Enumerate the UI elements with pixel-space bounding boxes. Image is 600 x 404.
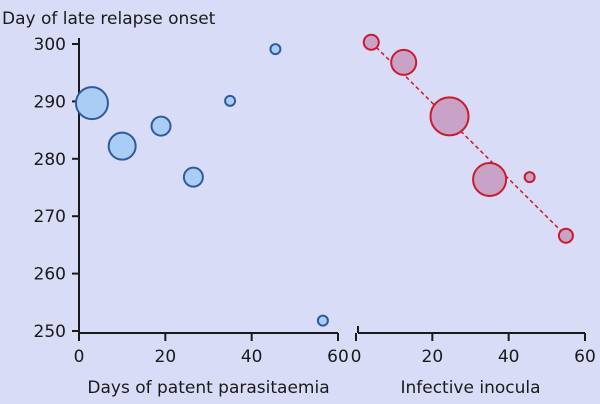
x-tick-label: 60	[574, 347, 596, 367]
data-point	[224, 94, 237, 107]
data-point	[362, 33, 380, 51]
data-point	[182, 166, 204, 188]
x-tick-label: 0	[351, 347, 362, 367]
x-tick-label: 40	[241, 347, 263, 367]
data-point	[150, 115, 172, 137]
panel-days-of-patent-parasitaemia: 0 20 40 60 Days of patent parasitaemia	[74, 43, 349, 398]
data-point	[74, 86, 109, 121]
data-point	[472, 161, 508, 197]
y-tick-label: 280	[34, 150, 66, 170]
x-tick-label: 40	[498, 347, 520, 367]
y-tick-label: 290	[34, 92, 66, 112]
data-point	[107, 131, 137, 161]
x-tick-label: 20	[155, 347, 177, 367]
data-point	[557, 227, 574, 244]
y-tick-label: 270	[34, 207, 66, 227]
x-axis-title: Infective inocula	[400, 378, 540, 398]
data-point	[523, 171, 536, 184]
x-tick-label: 0	[74, 347, 85, 367]
x-tick-label: 60	[327, 347, 349, 367]
data-point	[429, 96, 470, 137]
y-axis-title: Day of late relapse onset	[2, 9, 216, 29]
y-tick-label: 250	[34, 322, 66, 342]
panel-infective-inocula: 0 20 40 60 Infective inocula	[351, 33, 596, 398]
y-tick-label: 300	[34, 35, 66, 55]
data-point	[316, 314, 329, 327]
data-point	[269, 43, 282, 56]
x-axis-title: Days of patent parasitaemia	[87, 378, 329, 398]
y-tick-label: 260	[34, 265, 66, 285]
x-tick-label: 20	[422, 347, 444, 367]
y-axis: 250 260 270 280 290 300	[34, 35, 80, 342]
data-point	[390, 48, 418, 76]
